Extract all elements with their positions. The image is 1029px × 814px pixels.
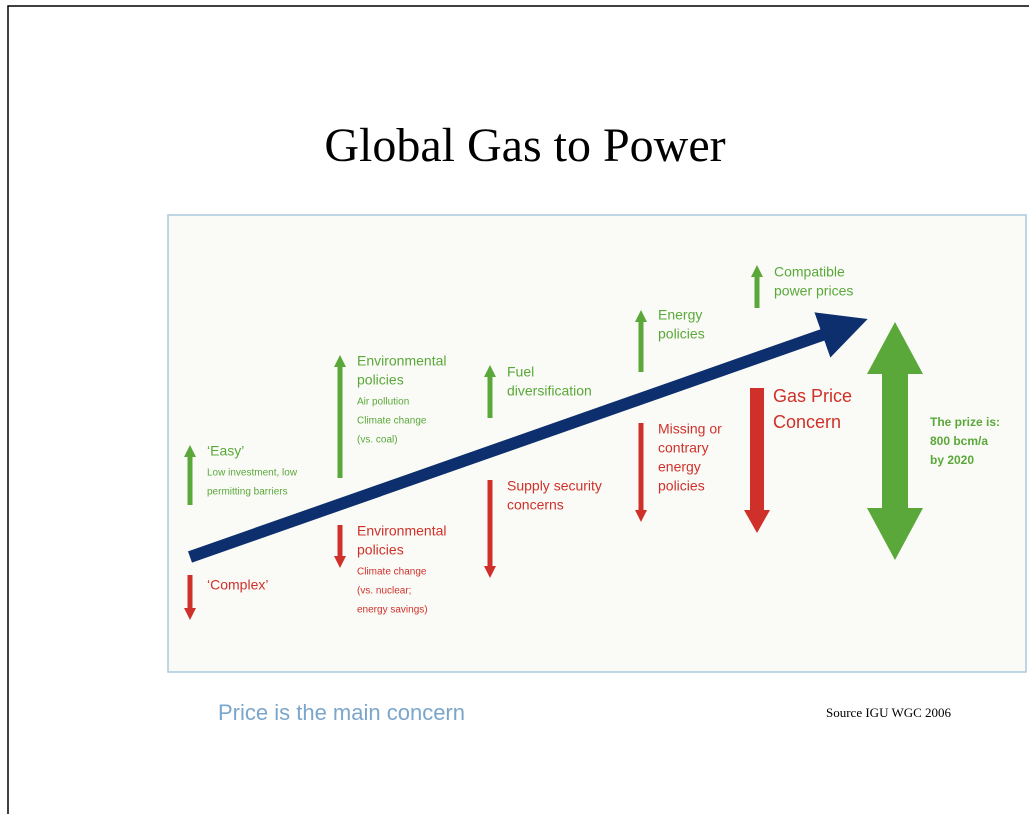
item-heading: diversification	[507, 383, 592, 399]
prize-label: The prize is:	[930, 415, 1000, 429]
prize-label: 800 bcm/a	[930, 434, 988, 448]
item-detail: (vs. coal)	[357, 435, 398, 446]
slide-border	[7, 5, 1029, 814]
price-concern-arrow	[744, 388, 770, 533]
item-heading: Environmental	[357, 353, 447, 369]
item-detail: (vs. nuclear;	[357, 586, 411, 597]
item-heading: policies	[357, 372, 404, 388]
item-heading: ‘Complex’	[207, 577, 268, 593]
source: Source IGU WGC 2006	[826, 705, 952, 720]
item-heading: Environmental	[357, 523, 447, 539]
barrier-arrow	[184, 575, 196, 620]
driver-arrow	[751, 265, 763, 308]
barrier-arrow	[635, 423, 647, 522]
trend-arrow	[188, 312, 868, 563]
item-heading: concerns	[507, 497, 564, 513]
price-concern-label: Concern	[773, 412, 841, 432]
item-heading: energy	[658, 459, 701, 475]
barrier-arrow	[484, 480, 496, 578]
item-heading: Supply security	[507, 478, 602, 494]
barrier-arrow	[334, 525, 346, 568]
item-heading: Missing or	[658, 421, 722, 437]
price-concern-label: Gas Price	[773, 386, 852, 406]
driver-arrow	[484, 365, 496, 418]
caption: Price is the main concern	[218, 700, 465, 725]
item-heading: Energy	[658, 307, 702, 323]
item-detail: Climate change	[357, 416, 427, 427]
prize-label: by 2020	[930, 453, 974, 467]
prize-arrow	[867, 322, 923, 560]
driver-arrow	[334, 355, 346, 478]
slide-title: Global Gas to Power	[324, 119, 725, 172]
item-detail: Low investment, low	[207, 468, 298, 479]
item-heading: policies	[658, 478, 705, 494]
item-heading: policies	[357, 542, 404, 558]
item-heading: ‘Easy’	[207, 443, 244, 459]
item-heading: Fuel	[507, 364, 534, 380]
item-detail: energy savings)	[357, 605, 428, 616]
item-heading: power prices	[774, 283, 853, 299]
driver-arrow	[184, 445, 196, 505]
item-heading: contrary	[658, 440, 709, 456]
item-heading: policies	[658, 326, 705, 342]
item-detail: permitting barriers	[207, 487, 288, 498]
driver-arrow	[635, 310, 647, 372]
item-detail: Climate change	[357, 567, 427, 578]
item-detail: Air pollution	[357, 397, 409, 408]
item-heading: Compatible	[774, 264, 845, 280]
